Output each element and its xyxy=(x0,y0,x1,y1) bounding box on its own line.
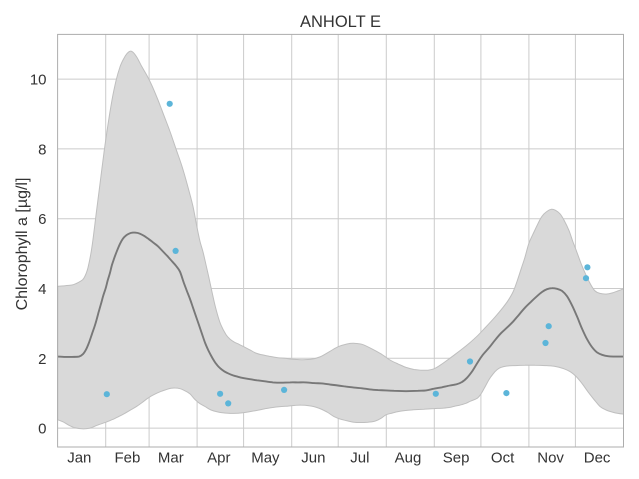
svg-text:Nov: Nov xyxy=(537,450,564,467)
svg-text:Jan: Jan xyxy=(67,450,91,467)
svg-text:Jun: Jun xyxy=(301,450,325,467)
svg-text:8: 8 xyxy=(38,141,46,158)
svg-text:Chlorophyll a [µg/l]: Chlorophyll a [µg/l] xyxy=(14,178,31,311)
svg-text:Sep: Sep xyxy=(443,450,470,467)
svg-text:10: 10 xyxy=(30,72,47,89)
svg-text:Feb: Feb xyxy=(114,450,140,467)
svg-text:4: 4 xyxy=(38,281,46,298)
svg-text:2: 2 xyxy=(38,351,46,368)
svg-text:Dec: Dec xyxy=(584,450,611,467)
svg-text:0: 0 xyxy=(38,421,46,438)
svg-text:ANHOLT E: ANHOLT E xyxy=(300,13,381,31)
svg-text:Oct: Oct xyxy=(491,450,515,467)
svg-text:Mar: Mar xyxy=(158,450,184,467)
svg-text:Aug: Aug xyxy=(395,450,422,467)
svg-text:Apr: Apr xyxy=(207,450,230,467)
svg-text:May: May xyxy=(251,450,280,467)
svg-text:Jul: Jul xyxy=(350,450,369,467)
svg-text:6: 6 xyxy=(38,211,46,228)
